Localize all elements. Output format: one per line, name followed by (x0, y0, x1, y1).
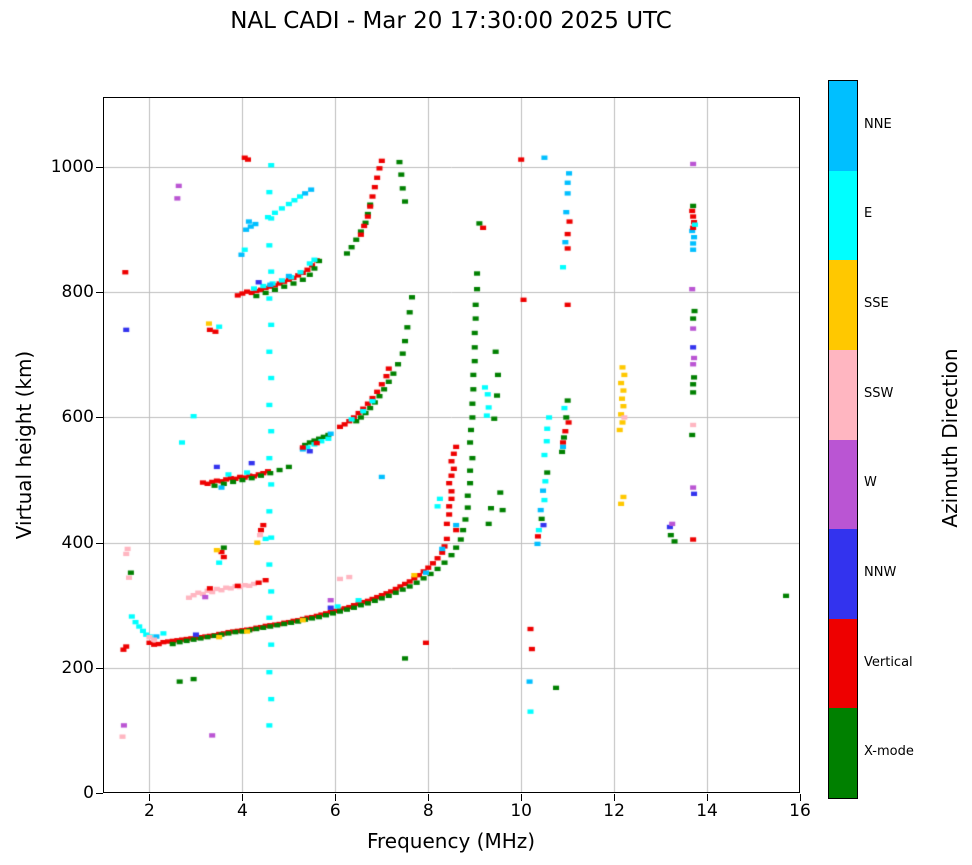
colorbar-tick-label: NNE (864, 116, 892, 132)
x-tick-mark (521, 794, 523, 801)
y-tick-label: 200 (61, 657, 94, 678)
colorbar-segment-w (829, 439, 857, 530)
colorbar-tick-label: W (864, 475, 877, 491)
y-tick-label: 400 (61, 532, 94, 553)
colorbar-tick-label: SSE (864, 296, 889, 312)
colorbar-tick-label: NNW (864, 564, 897, 580)
x-axis-label: Frequency (MHz) (366, 829, 536, 853)
colorbar-segment-vertical (829, 618, 857, 709)
colorbar-segment-e (829, 170, 857, 261)
colorbar-tick-label: E (864, 206, 873, 222)
chart-title: NAL CADI - Mar 20 17:30:00 2025 UTC (230, 8, 672, 34)
x-tick-label: 8 (422, 801, 434, 821)
ionogram-canvas (103, 97, 800, 793)
colorbar-axis-label: Azimuth Direction (938, 348, 962, 528)
colorbar-tick-label: Vertical (864, 654, 913, 670)
y-tick-mark (96, 292, 103, 294)
y-tick-mark (96, 542, 103, 544)
colorbar (828, 80, 858, 799)
y-tick-mark (96, 417, 103, 419)
y-tick-label: 0 (83, 783, 94, 803)
x-tick-label: 4 (236, 801, 248, 821)
x-tick-label: 16 (789, 801, 811, 821)
y-tick-mark (96, 793, 103, 794)
x-tick-mark (707, 794, 709, 801)
x-tick-label: 6 (329, 801, 341, 821)
colorbar-tick-label: X-mode (864, 744, 914, 760)
x-tick-mark (428, 794, 430, 801)
y-tick-mark (96, 167, 103, 169)
y-tick-label: 800 (61, 282, 94, 303)
y-tick-label: 1000 (50, 157, 94, 178)
colorbar-segment-nne (829, 81, 857, 171)
y-tick-label: 600 (61, 407, 94, 428)
x-tick-label: 10 (510, 801, 533, 821)
x-tick-label: 12 (603, 801, 625, 821)
x-tick-label: 14 (696, 801, 718, 821)
colorbar-segment-sse (829, 260, 857, 350)
x-tick-mark (242, 794, 244, 801)
x-tick-mark (614, 794, 616, 801)
colorbar-tick-label: SSW (864, 385, 894, 401)
y-tick-mark (96, 667, 103, 669)
x-tick-label: 2 (144, 801, 155, 821)
x-tick-mark (335, 794, 337, 801)
x-tick-mark (800, 794, 801, 801)
colorbar-segment-ssw (829, 349, 857, 440)
y-axis-label: Virtual height (km) (12, 350, 36, 540)
colorbar-segment-x-mode (829, 708, 857, 798)
x-tick-mark (149, 794, 151, 801)
colorbar-segment-nnw (829, 529, 857, 619)
